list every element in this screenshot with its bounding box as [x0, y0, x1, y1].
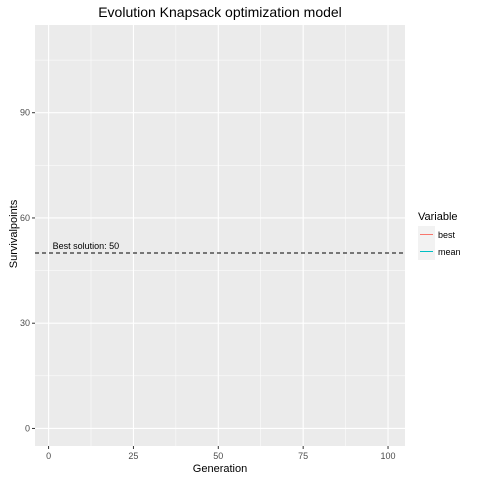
- x-axis-title: Generation: [193, 463, 247, 475]
- y-axis-title: Survivalpoints: [8, 199, 20, 268]
- minor-gridlines: [35, 25, 405, 446]
- y-tick-label: 0: [25, 423, 30, 433]
- x-tick-label: 75: [298, 451, 308, 461]
- x-tick-label: 50: [213, 451, 223, 461]
- x-tick-label: 0: [46, 451, 51, 461]
- y-tick-label: 90: [20, 108, 30, 118]
- legend-entries: best mean: [418, 226, 461, 260]
- best-solution-annotation: Best solution: 50: [53, 241, 120, 251]
- legend-title: Variable: [418, 211, 458, 223]
- x-tick-label: 25: [128, 451, 138, 461]
- plot-panel: [35, 25, 405, 446]
- legend-label-mean: mean: [438, 247, 461, 257]
- y-tick-label: 30: [20, 318, 30, 328]
- major-gridlines: [35, 25, 405, 446]
- y-tick-label: 60: [20, 213, 30, 223]
- chart-title: Evolution Knapsack optimization model: [98, 4, 342, 20]
- y-axis: 0 30 60 90: [20, 108, 35, 433]
- reference-layer: Best solution: 50: [35, 241, 405, 254]
- legend: Variable best mean: [418, 211, 461, 260]
- x-axis: 0 25 50 75 100: [46, 446, 396, 461]
- legend-label-best: best: [438, 230, 456, 240]
- x-tick-label: 100: [381, 451, 396, 461]
